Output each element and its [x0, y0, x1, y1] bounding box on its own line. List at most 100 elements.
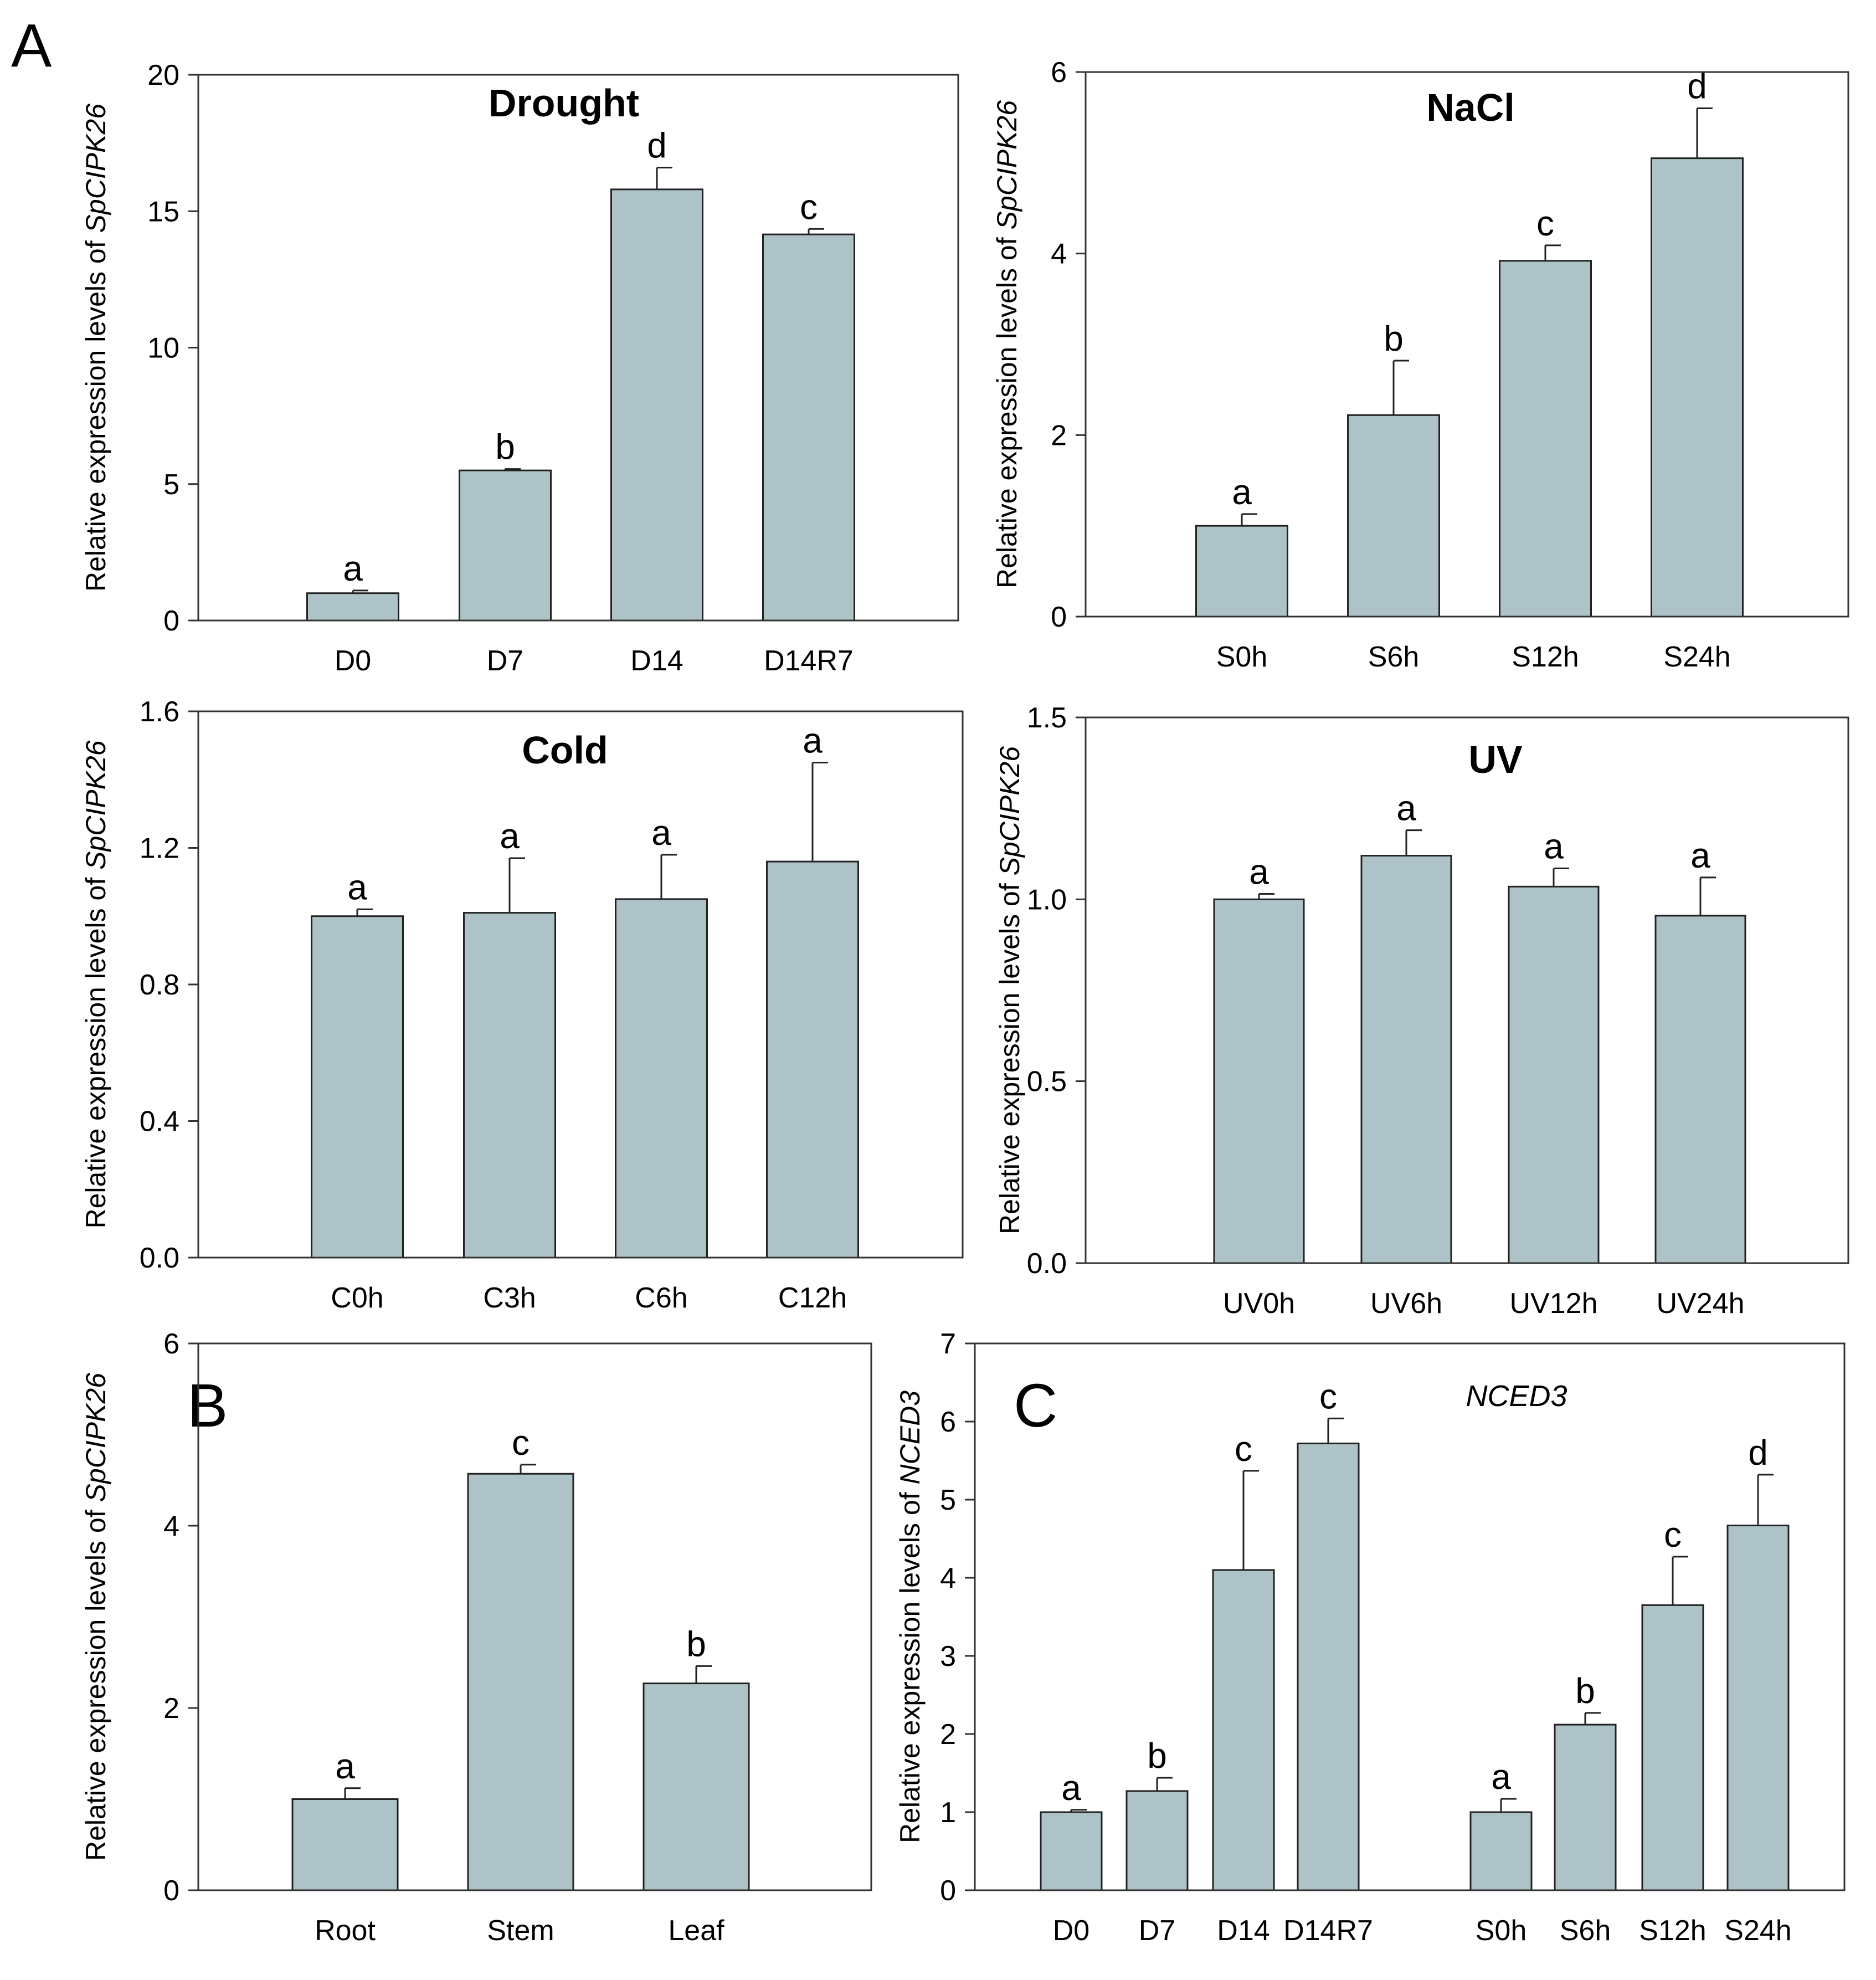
panel-label-a: A [11, 12, 52, 80]
significance-letter: a [803, 720, 823, 760]
panel-label-b: B [187, 1372, 228, 1440]
significance-letter: b [1575, 1671, 1595, 1711]
y-tick-label: 20 [147, 59, 179, 91]
x-tick-label: D14R7 [1283, 1915, 1373, 1947]
x-tick-label: S24h [1663, 641, 1730, 673]
y-tick-label: 2 [940, 1719, 956, 1751]
y-axis-label-gene: SpCIPK26 [80, 740, 111, 870]
bar-D7 [1125, 1790, 1189, 1891]
y-axis-label-gene: SpCIPK26 [994, 746, 1025, 876]
y-tick-label: 0 [1051, 601, 1067, 633]
x-tick-label: C0h [331, 1282, 383, 1314]
y-tick-label: 0.8 [140, 969, 179, 1001]
uv-chart: aUV0haUV6haUV12haUV24h0.00.51.01.5Relati… [994, 702, 1849, 1320]
significance-letter: a [1690, 835, 1710, 875]
significance-letter: a [347, 867, 367, 907]
chart-title: NCED3 [1466, 1379, 1567, 1413]
significance-letter: a [1232, 472, 1252, 512]
bar-D0 [306, 592, 399, 622]
y-tick-label: 1.5 [1027, 702, 1067, 734]
y-tick-label: 5 [940, 1484, 956, 1516]
bar-D14 [610, 188, 703, 622]
x-tick-label: Root [315, 1915, 376, 1947]
bar-S24h [1726, 1525, 1790, 1891]
x-tick-label: S0h [1216, 641, 1268, 673]
bar-Leaf [643, 1683, 750, 1891]
y-axis-label: Relative expression levels of SpCIPK26 [80, 104, 111, 592]
significance-letter: b [1147, 1736, 1167, 1776]
drought-chart: a D0 b D7 d D14 c D14R7 0 5 10 15 20 Relative express… [80, 59, 959, 677]
plot-frame [1085, 71, 1849, 618]
bar-UV0h [1213, 898, 1305, 1264]
tissue-chart: a Root c Stem b Leaf 0 2 4 6 Relative expression l… [80, 1328, 872, 1947]
x-tick-label: D14R7 [764, 645, 854, 677]
bar-C6h [615, 898, 708, 1259]
y-tick-label: 1.6 [140, 696, 179, 728]
x-tick-label: Stem [487, 1915, 554, 1947]
significance-letter: c [1664, 1515, 1682, 1555]
y-tick-label: 1 [940, 1797, 956, 1829]
bar-UV24h [1654, 915, 1746, 1264]
cold-chart: a C0h a C3h a C6h a C12h 0.0 0.4 0.8 1.2 1.6 Relative… [80, 696, 964, 1314]
bar-S12h [1641, 1604, 1704, 1891]
bar-S12h [1499, 260, 1592, 618]
y-axis-label-prefix: Relative expression levels of [80, 233, 111, 592]
bar-D14 [1212, 1569, 1275, 1891]
y-tick-label: 0 [163, 1875, 179, 1907]
y-axis-label-gene: SpCIPK26 [991, 100, 1022, 230]
y-tick-label: 0 [163, 605, 179, 637]
significance-letter: c [1235, 1429, 1252, 1469]
y-tick-label: 1.2 [140, 833, 179, 865]
y-axis-label: Relative expression levels of SpCIPK26 [80, 740, 111, 1228]
chart-title: Drought [489, 81, 639, 125]
nced3-chart: a D0 b D7 c D14 c D14R7 a S0h b S6h c S12h d S24h 0 1 2 3 4 5… [895, 1328, 1846, 1947]
y-tick-label: 4 [940, 1562, 956, 1594]
x-tick-label: S6h [1560, 1915, 1611, 1947]
bar-C3h [463, 912, 556, 1259]
y-tick-label: 2 [163, 1692, 179, 1725]
x-tick-label: D7 [487, 645, 523, 677]
y-tick-label: 0.0 [1027, 1248, 1067, 1280]
x-tick-label: S6h [1368, 641, 1420, 673]
y-tick-label: 6 [940, 1406, 956, 1438]
y-axis-label: Relative expression levels of SpCIPK26 [80, 1373, 111, 1861]
x-tick-label: S12h [1512, 641, 1579, 673]
y-axis-label-prefix: Relative expression levels of [80, 1502, 111, 1861]
y-tick-label: 0.0 [140, 1242, 179, 1274]
significance-letter: c [1319, 1376, 1337, 1416]
bar-Stem [467, 1473, 574, 1891]
significance-letter: a [343, 548, 363, 588]
y-tick-label: 10 [147, 332, 179, 365]
x-tick-label: D14 [1217, 1915, 1269, 1947]
y-axis-label: Relative expression levels of NCED3 [895, 1391, 926, 1843]
significance-letter: a [1396, 788, 1416, 828]
y-axis-label-prefix: Relative expression levels of [895, 1484, 926, 1843]
chart-title: Cold [522, 729, 608, 772]
bar-C0h [311, 915, 404, 1259]
y-tick-label: 0.5 [1027, 1066, 1067, 1098]
nacl-chart: a S0h b S6h c S12h d S24h 0 2 4 6 Relative expressio… [991, 57, 1849, 673]
x-tick-label: UV6h [1370, 1287, 1442, 1320]
y-axis-label: Relative expression levels of SpCIPK26 [991, 100, 1022, 588]
significance-letter: a [1544, 827, 1564, 866]
significance-letter: d [647, 125, 667, 165]
y-tick-label: 1.0 [1027, 884, 1067, 916]
y-axis-label: Relative expression levels of SpCIPK26 [994, 746, 1025, 1234]
y-tick-label: 15 [147, 196, 179, 228]
bar-Root [291, 1798, 399, 1891]
x-tick-label: C3h [483, 1282, 536, 1314]
significance-letter: c [800, 187, 818, 227]
significance-letter: a [651, 813, 671, 853]
plot-frame [974, 1342, 1846, 1891]
significance-letter: b [686, 1624, 706, 1664]
significance-letter: a [1061, 1768, 1081, 1808]
x-tick-label: Leaf [668, 1915, 724, 1947]
y-tick-label: 0 [940, 1875, 956, 1907]
x-tick-label: D0 [1053, 1915, 1089, 1947]
bar-S0h [1469, 1811, 1533, 1891]
significance-letter: d [1748, 1433, 1768, 1473]
significance-letter: a [1491, 1757, 1511, 1797]
bar-S24h [1651, 157, 1744, 618]
y-tick-label: 3 [940, 1640, 956, 1673]
y-tick-label: 6 [163, 1328, 179, 1360]
